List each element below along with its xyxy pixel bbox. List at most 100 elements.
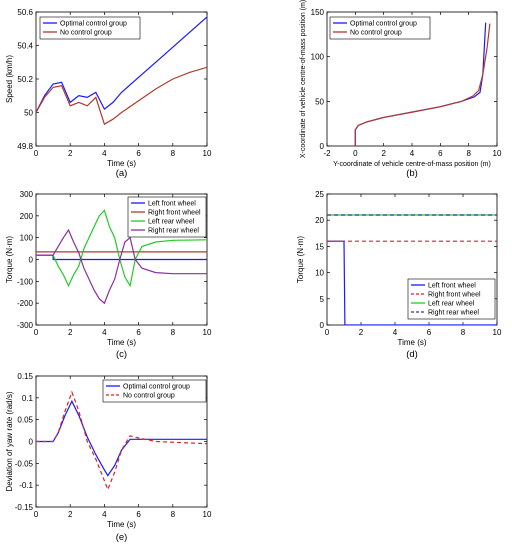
x-tick-label: 4 (102, 149, 107, 158)
y-tick-label: 200 (20, 212, 34, 221)
x-tick-label: 4 (102, 510, 107, 519)
series-line (36, 209, 207, 288)
series-group (36, 209, 207, 305)
legend-label: Right front wheel (148, 210, 201, 217)
series-line (36, 390, 207, 492)
x-tick-label: 2 (68, 149, 73, 158)
panel-caption: (a) (116, 168, 128, 179)
x-tick-label: 4 (393, 328, 398, 337)
chart-a: 0 2 4 6 8 10 49.8 50 50.2 50.4 50.6 Time (s) Speed (… (5, 8, 212, 179)
x-tick-label: 8 (171, 510, 176, 519)
legend-box (102, 379, 207, 403)
legend-label: No control group (350, 30, 402, 37)
x-tick-label: 10 (493, 328, 502, 337)
x-tick-label: 0 (34, 328, 39, 337)
panel-caption: (b) (406, 168, 418, 179)
x-tick-label: 8 (461, 328, 466, 337)
y-tick-label: 10 (315, 269, 324, 278)
y-tick-label: 50 (315, 97, 324, 106)
legend-box (329, 16, 431, 40)
y-tick-label: -0.15 (15, 503, 34, 512)
panel-caption: (e) (116, 532, 128, 543)
y-tick-label: 300 (20, 190, 34, 199)
series-line (36, 399, 207, 477)
y-tick-label: 0.1 (22, 394, 34, 403)
series-line (36, 228, 207, 305)
x-tick-label: 0 (34, 510, 39, 519)
x-tick-label: 2 (381, 149, 386, 158)
legend-box (39, 16, 141, 40)
y-axis-label: Deviation of yaw rate (rad/s) (5, 391, 14, 491)
x-axis-label: Time (s) (107, 159, 136, 168)
series-group (36, 16, 207, 126)
x-tick-label: 2 (359, 328, 364, 337)
legend-label: Left rear wheel (428, 301, 475, 308)
y-axis-label: Torque (N·m) (5, 236, 14, 283)
y-tick-label: -0.1 (19, 481, 33, 490)
y-tick-label: 25 (315, 190, 324, 199)
x-tick-label: 6 (438, 149, 443, 158)
y-tick-label: 150 (311, 8, 325, 17)
x-tick-label: 6 (136, 510, 141, 519)
y-tick-label: -200 (17, 299, 34, 308)
y-tick-label: 0.05 (17, 416, 33, 425)
x-tick-label: 10 (493, 149, 502, 158)
series-line (354, 22, 487, 146)
panel-caption: (c) (116, 349, 127, 360)
y-axis-label: Torque (N·m) (296, 236, 305, 283)
y-tick-label: 20 (315, 216, 324, 225)
x-tick-label: 2 (68, 510, 73, 519)
legend-label: No control group (60, 30, 112, 37)
x-tick-label: 8 (171, 328, 176, 337)
legend-label: No control group (123, 393, 175, 400)
x-tick-label: 10 (203, 510, 212, 519)
y-tick-label: 100 (311, 53, 325, 62)
chart-e: 0 2 4 6 8 10 -0.15 -0.1 -0.05 0 0.05 0.1 0.15 Time (s… (5, 372, 212, 543)
x-tick-label: 8 (466, 149, 471, 158)
x-tick-label: 4 (102, 328, 107, 337)
x-axis-label: Time (s) (107, 520, 136, 529)
y-tick-label: 0.15 (17, 372, 33, 381)
y-tick-label: 50.4 (17, 42, 33, 51)
x-axis-label: Time (s) (397, 338, 426, 347)
y-tick-label: 0 (29, 256, 34, 265)
x-tick-label: 2 (68, 328, 73, 337)
y-tick-label: -100 (17, 277, 34, 286)
x-tick-label: 0 (353, 149, 358, 158)
x-tick-label: -2 (323, 149, 331, 158)
chart-d: 0 2 4 6 8 10 0 5 10 15 20 25 Time (s) Torque (N·m) (d)… (296, 190, 502, 360)
y-tick-label: -0.05 (15, 459, 34, 468)
series-group (36, 390, 207, 492)
y-tick-label: 50.2 (17, 75, 33, 84)
x-tick-label: 0 (325, 328, 330, 337)
y-tick-label: 50 (24, 109, 33, 118)
panel-caption: (d) (406, 349, 418, 360)
y-tick-label: 0 (320, 321, 325, 330)
y-tick-label: 50.6 (17, 8, 33, 17)
x-tick-label: 10 (203, 149, 212, 158)
y-tick-label: 5 (320, 295, 325, 304)
x-tick-label: 6 (427, 328, 432, 337)
y-tick-label: 0 (29, 438, 34, 447)
y-tick-label: -300 (17, 321, 34, 330)
y-tick-label: 0 (320, 142, 325, 151)
chart-c: 0 2 4 6 8 10 -300 -200 -100 0 100 200 300 Time (s) Tor… (5, 190, 212, 360)
x-tick-label: 0 (34, 149, 39, 158)
legend-label: Left front wheel (148, 201, 196, 208)
series-line (36, 66, 207, 126)
x-tick-label: 6 (136, 328, 141, 337)
legend-label: Left front wheel (428, 283, 476, 290)
y-axis-label: X-coordinate of vehicle centre-of-mass p… (300, 0, 307, 158)
legend-label: Right rear wheel (148, 228, 199, 235)
legend-label: Left rear wheel (148, 219, 195, 226)
legend-label: Optimal control group (60, 21, 127, 28)
x-axis-label: Time (s) (107, 338, 136, 347)
series-group (354, 22, 491, 146)
y-tick-label: 49.8 (17, 142, 33, 151)
series-line (354, 23, 491, 146)
legend-label: Right front wheel (428, 292, 481, 299)
x-tick-label: 4 (410, 149, 415, 158)
legend-label: Right rear wheel (428, 310, 479, 317)
